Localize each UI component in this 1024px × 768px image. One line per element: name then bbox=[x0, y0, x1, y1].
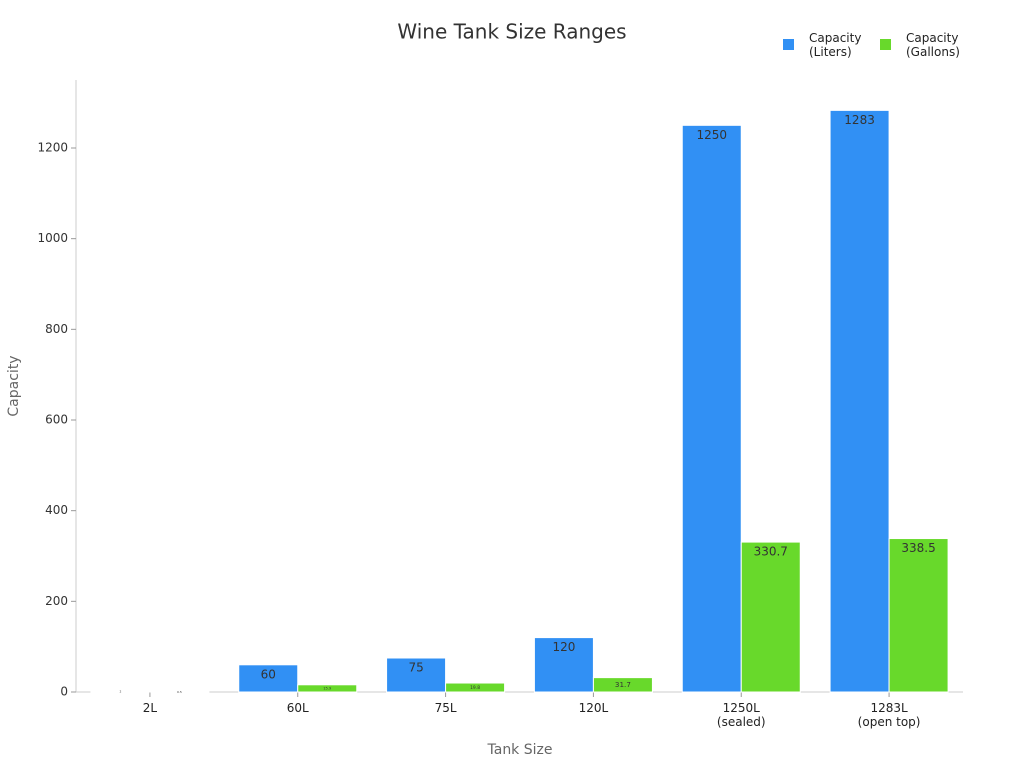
bar bbox=[533, 637, 594, 693]
bar bbox=[386, 657, 447, 693]
data-label: 338.5 bbox=[901, 541, 935, 555]
y-tick-label: 200 bbox=[45, 594, 68, 608]
data-label: 75 bbox=[408, 661, 423, 675]
legend-label: Capacity (Gallons) bbox=[906, 31, 960, 59]
y-tick-label: 400 bbox=[45, 503, 68, 517]
legend-label: Capacity (Liters) bbox=[809, 31, 862, 59]
y-tick-label: 1200 bbox=[37, 141, 68, 155]
legend-swatch bbox=[880, 39, 891, 50]
y-axis-label: Capacity bbox=[6, 355, 22, 416]
bar bbox=[592, 677, 653, 693]
chart-title: Wine Tank Size Ranges bbox=[397, 20, 626, 44]
data-label: 0.5 bbox=[177, 690, 182, 694]
data-label: 330.7 bbox=[754, 545, 788, 559]
data-label: 60 bbox=[261, 667, 276, 681]
data-label: 2 bbox=[119, 690, 121, 694]
data-label: 15.9 bbox=[323, 686, 332, 690]
x-tick-label: 2L bbox=[142, 701, 158, 715]
x-axis-label: Tank Size bbox=[487, 742, 553, 758]
y-tick-label: 600 bbox=[45, 413, 68, 427]
x-tick-label: 1250L (sealed) bbox=[716, 701, 766, 729]
y-tick-label: 1000 bbox=[37, 231, 68, 245]
data-label: 31.7 bbox=[615, 680, 631, 689]
bar bbox=[238, 664, 299, 693]
bar bbox=[297, 684, 358, 693]
x-tick-label: 120L bbox=[578, 701, 609, 715]
x-tick-label: 75L bbox=[434, 701, 457, 715]
data-label: 1283 bbox=[844, 113, 875, 127]
data-label: 120 bbox=[552, 640, 575, 654]
bar bbox=[888, 538, 949, 693]
legend-swatch bbox=[783, 39, 794, 50]
data-label: 1250 bbox=[696, 128, 727, 142]
y-tick-label: 0 bbox=[60, 685, 68, 699]
x-tick-label: 60L bbox=[286, 701, 309, 715]
bar bbox=[445, 682, 506, 693]
bar bbox=[681, 124, 742, 693]
y-tick-label: 800 bbox=[45, 322, 68, 336]
data-label: 19.8 bbox=[470, 685, 480, 691]
x-tick-label: 1283L (open top) bbox=[857, 701, 921, 729]
bar bbox=[829, 109, 890, 693]
bar bbox=[740, 541, 801, 693]
